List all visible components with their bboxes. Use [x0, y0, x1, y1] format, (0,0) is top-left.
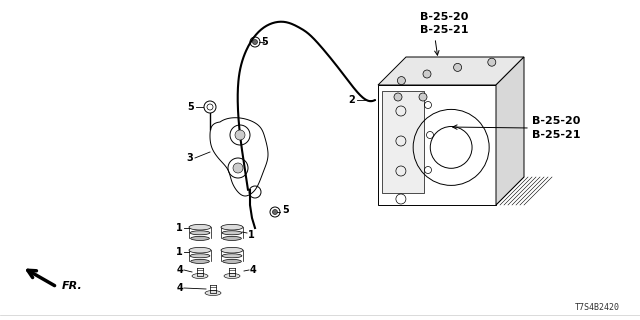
- Circle shape: [419, 93, 427, 101]
- Text: 1: 1: [176, 247, 183, 257]
- Text: B-25-20
B-25-21: B-25-20 B-25-21: [532, 116, 580, 140]
- Circle shape: [253, 39, 257, 44]
- Polygon shape: [382, 91, 424, 193]
- Ellipse shape: [192, 274, 208, 278]
- Ellipse shape: [190, 254, 210, 258]
- Polygon shape: [378, 57, 524, 85]
- Text: 1: 1: [248, 230, 255, 240]
- Ellipse shape: [190, 231, 210, 235]
- Circle shape: [397, 76, 405, 84]
- Text: 1: 1: [176, 223, 183, 233]
- Circle shape: [454, 63, 461, 71]
- Polygon shape: [210, 118, 268, 196]
- Ellipse shape: [224, 274, 240, 278]
- Text: T7S4B2420: T7S4B2420: [575, 303, 620, 312]
- Ellipse shape: [222, 231, 242, 235]
- Ellipse shape: [221, 224, 243, 230]
- Ellipse shape: [189, 224, 211, 230]
- Ellipse shape: [191, 236, 209, 240]
- Circle shape: [233, 163, 243, 173]
- Polygon shape: [378, 85, 496, 205]
- Text: 5: 5: [188, 102, 194, 112]
- Circle shape: [204, 101, 216, 113]
- Ellipse shape: [223, 260, 241, 263]
- Polygon shape: [496, 57, 524, 205]
- Ellipse shape: [223, 236, 241, 240]
- Text: 5: 5: [282, 205, 289, 215]
- Circle shape: [488, 58, 496, 66]
- Ellipse shape: [221, 247, 243, 253]
- Text: 3: 3: [186, 153, 193, 163]
- Circle shape: [423, 70, 431, 78]
- Circle shape: [394, 93, 402, 101]
- Text: 4: 4: [176, 283, 183, 293]
- Text: B-25-20
B-25-21: B-25-20 B-25-21: [420, 12, 468, 35]
- Text: 2: 2: [348, 95, 355, 105]
- Ellipse shape: [205, 291, 221, 295]
- Text: 4: 4: [176, 265, 183, 275]
- Circle shape: [235, 130, 245, 140]
- Ellipse shape: [189, 247, 211, 253]
- Text: FR.: FR.: [62, 281, 83, 291]
- Circle shape: [273, 210, 278, 214]
- Text: 4: 4: [250, 265, 257, 275]
- Text: 5: 5: [261, 37, 268, 47]
- Ellipse shape: [222, 254, 242, 258]
- Ellipse shape: [191, 260, 209, 263]
